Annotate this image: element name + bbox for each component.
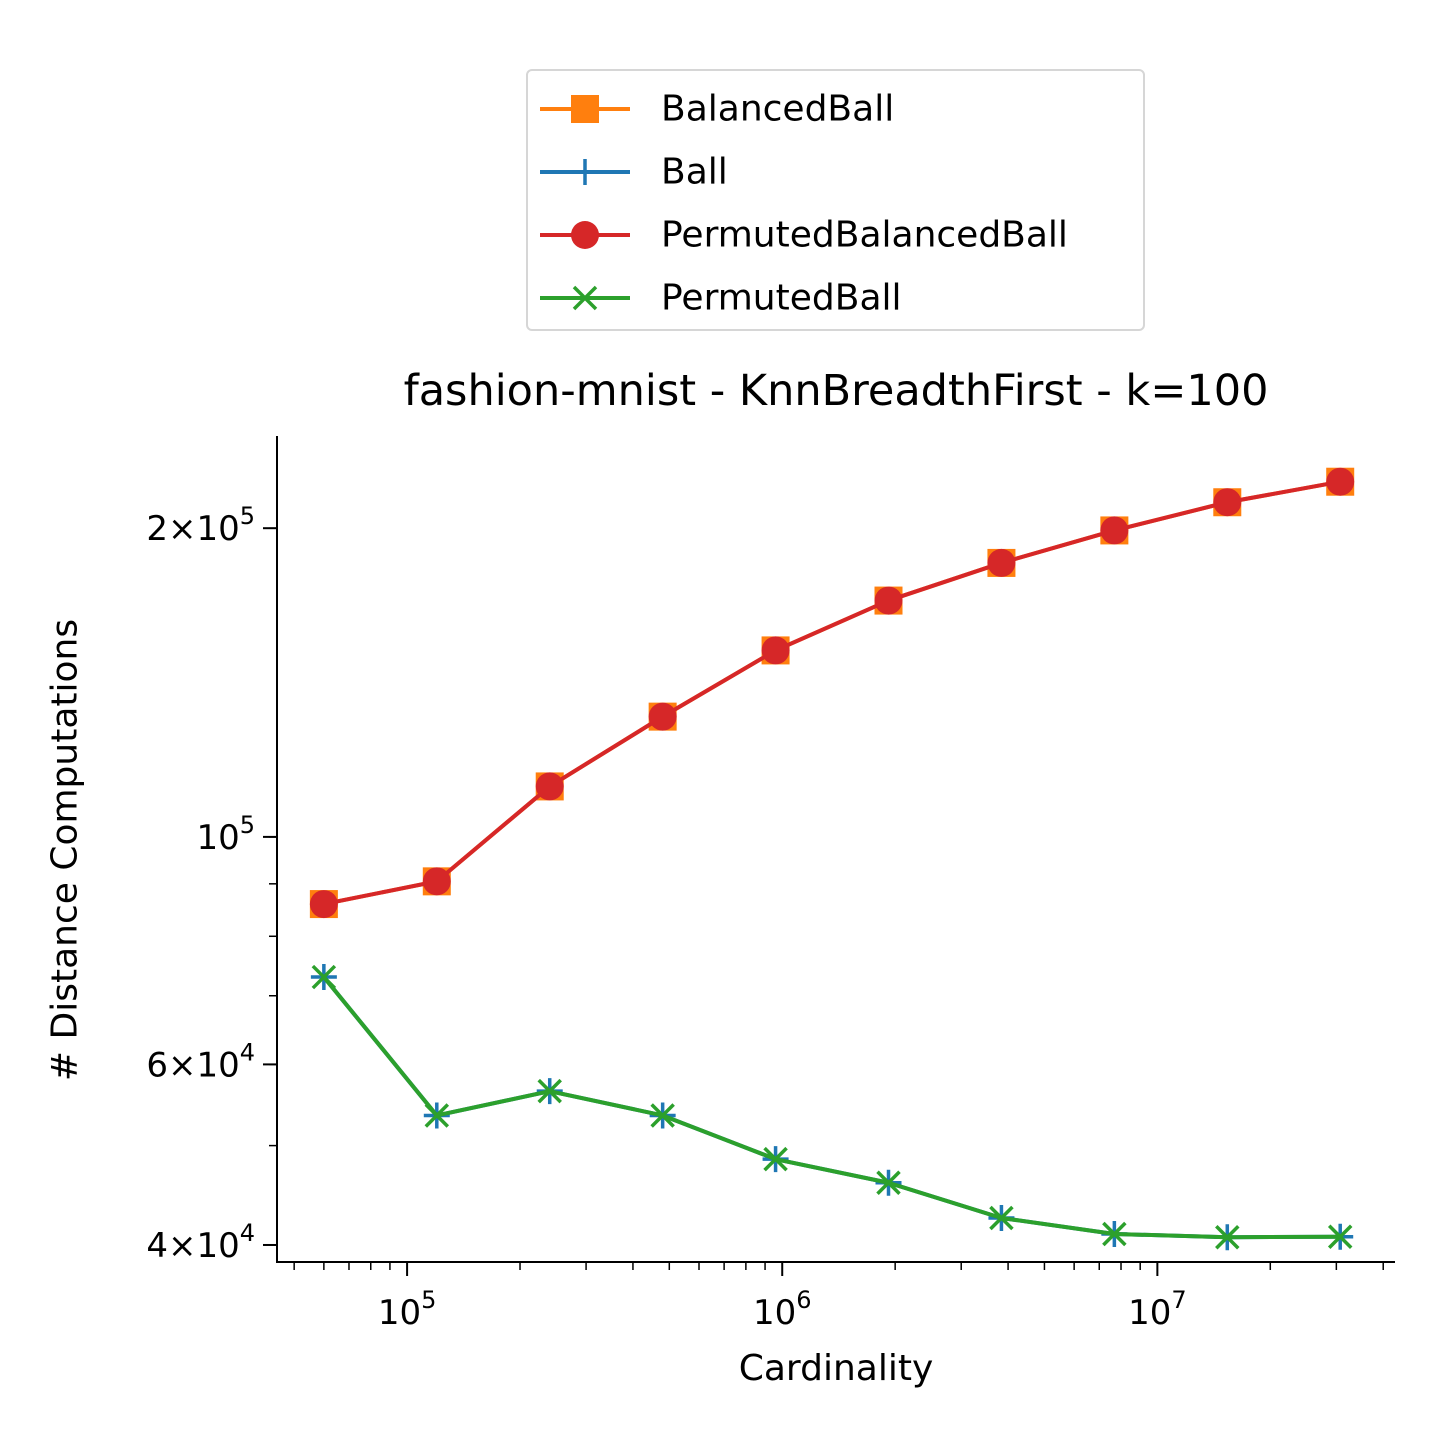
legend-entry: PermutedBall bbox=[528, 268, 1143, 328]
y-tick-label: 105 bbox=[196, 811, 255, 858]
data-point bbox=[309, 890, 338, 919]
series-line bbox=[323, 479, 1341, 907]
y-tick-label: 4×104 bbox=[146, 1219, 255, 1266]
data-point bbox=[876, 1170, 901, 1195]
legend-marker bbox=[572, 285, 598, 311]
legend-entry: BalancedBall bbox=[528, 79, 1143, 139]
data-point bbox=[648, 702, 677, 731]
y-tick-label: 2×105 bbox=[146, 502, 255, 549]
legend-label: Ball bbox=[661, 151, 728, 193]
series-line bbox=[322, 975, 1341, 1240]
data-point bbox=[1326, 467, 1355, 496]
legend: BalancedBall Ball PermutedBalancedBall Perm… bbox=[526, 69, 1145, 331]
legend-label: PermutedBall bbox=[661, 277, 902, 319]
legend-swatch bbox=[540, 285, 630, 311]
data-point bbox=[987, 548, 1016, 577]
x-tick-label: 105 bbox=[378, 1286, 437, 1333]
legend-marker bbox=[571, 221, 599, 249]
chart-title: fashion-mnist - KnnBreadthFirst - k=100 bbox=[403, 366, 1269, 416]
legend-marker bbox=[571, 95, 599, 123]
legend-label: PermutedBalancedBall bbox=[661, 214, 1068, 256]
x-tick-label: 106 bbox=[753, 1286, 812, 1333]
data-point bbox=[874, 586, 903, 615]
legend-swatch bbox=[540, 159, 630, 185]
series-balancedball bbox=[309, 467, 1355, 919]
data-point bbox=[1213, 488, 1242, 517]
legend-swatch bbox=[540, 221, 630, 249]
series-line bbox=[323, 479, 1341, 907]
legend-swatch bbox=[540, 95, 630, 123]
series-permutedbalancedball bbox=[309, 467, 1355, 919]
x-tick-label: 107 bbox=[1128, 1286, 1187, 1333]
legend-entry: PermutedBalancedBall bbox=[528, 205, 1143, 265]
data-point bbox=[761, 636, 790, 665]
series-permutedball bbox=[311, 964, 1353, 1250]
data-point bbox=[535, 772, 564, 801]
x-axis-label: Cardinality bbox=[738, 1348, 934, 1389]
axes: 105 106 107 4×104 6×104 105 2×105 bbox=[146, 436, 1395, 1333]
legend-marker bbox=[572, 159, 598, 185]
data-point bbox=[422, 867, 451, 896]
y-tick-label: 6×104 bbox=[146, 1038, 255, 1085]
data-point bbox=[537, 1078, 562, 1104]
data-point bbox=[1327, 1224, 1353, 1249]
data-point bbox=[311, 964, 337, 990]
data-point bbox=[989, 1205, 1014, 1231]
data-point bbox=[424, 1103, 450, 1128]
y-axis-label: # Distance Computations bbox=[44, 618, 86, 1082]
data-point bbox=[763, 1146, 788, 1172]
legend-entry: Ball bbox=[528, 142, 1143, 202]
data-point bbox=[1215, 1225, 1240, 1250]
data-point bbox=[1100, 516, 1129, 545]
data-point bbox=[1102, 1221, 1127, 1247]
legend-label: BalancedBall bbox=[661, 88, 895, 130]
data-point bbox=[650, 1103, 675, 1128]
plot-area bbox=[309, 467, 1355, 1251]
